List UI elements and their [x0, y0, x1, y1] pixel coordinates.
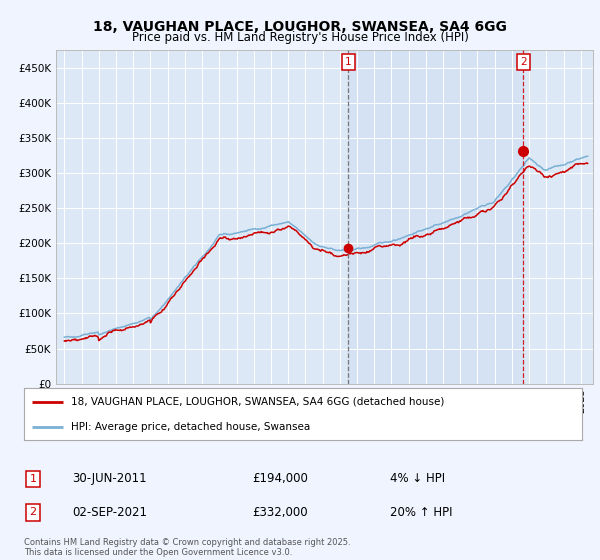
Text: £194,000: £194,000 [252, 472, 308, 486]
Text: 2: 2 [520, 57, 527, 67]
Text: 1: 1 [29, 474, 37, 484]
Bar [349, 50, 523, 384]
Text: £332,000: £332,000 [252, 506, 308, 519]
Text: 02-SEP-2021: 02-SEP-2021 [72, 506, 147, 519]
Text: 1: 1 [345, 57, 352, 67]
Text: 4% ↓ HPI: 4% ↓ HPI [390, 472, 445, 486]
Text: 18, VAUGHAN PLACE, LOUGHOR, SWANSEA, SA4 6GG: 18, VAUGHAN PLACE, LOUGHOR, SWANSEA, SA4… [93, 20, 507, 34]
Text: 2: 2 [29, 507, 37, 517]
Text: 30-JUN-2011: 30-JUN-2011 [72, 472, 146, 486]
Text: Price paid vs. HM Land Registry's House Price Index (HPI): Price paid vs. HM Land Registry's House … [131, 31, 469, 44]
Text: 18, VAUGHAN PLACE, LOUGHOR, SWANSEA, SA4 6GG (detached house): 18, VAUGHAN PLACE, LOUGHOR, SWANSEA, SA4… [71, 397, 445, 407]
Text: 20% ↑ HPI: 20% ↑ HPI [390, 506, 452, 519]
Text: HPI: Average price, detached house, Swansea: HPI: Average price, detached house, Swan… [71, 422, 311, 432]
Text: Contains HM Land Registry data © Crown copyright and database right 2025.
This d: Contains HM Land Registry data © Crown c… [24, 538, 350, 557]
